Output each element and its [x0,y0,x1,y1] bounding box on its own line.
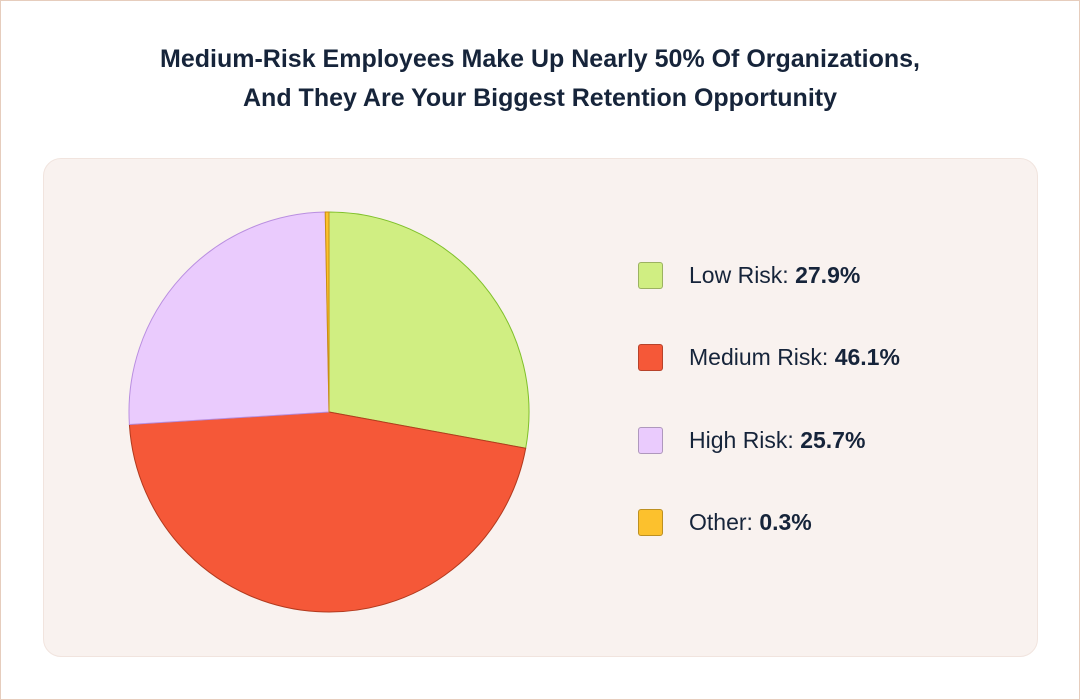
pie-slice-low-risk [328,211,530,449]
legend-label-other: Other: [689,509,753,535]
legend-swatch-other [638,509,663,536]
legend-item-high-risk: High Risk: 25.7% [638,427,865,454]
legend-item-medium-risk: Medium Risk: 46.1% [638,344,900,371]
pie-slice-other [324,211,330,413]
chart-title: Medium-Risk Employees Make Up Nearly 50%… [0,40,1080,118]
chart-title-line-2: And They Are Your Biggest Retention Oppo… [243,84,837,112]
legend-swatch-high-risk [638,427,663,454]
chart-title-line-1: Medium-Risk Employees Make Up Nearly 50%… [160,45,920,73]
legend-swatch-low-risk [638,262,663,289]
legend-value-medium-risk: 46.1% [834,344,900,370]
legend-value-other: 0.3% [759,509,812,535]
legend-item-low-risk: Low Risk: 27.9% [638,262,860,289]
legend-value-high-risk: 25.7% [800,427,866,453]
legend-value-low-risk: 27.9% [795,262,861,288]
legend-swatch-medium-risk [638,344,663,371]
legend-label-low-risk: Low Risk: [689,262,789,288]
legend-item-other: Other: 0.3% [638,509,812,536]
pie-slice-medium-risk [128,411,527,613]
pie-slice-high-risk [128,211,330,426]
legend-label-medium-risk: Medium Risk: [689,344,829,370]
legend-label-high-risk: High Risk: [689,427,794,453]
